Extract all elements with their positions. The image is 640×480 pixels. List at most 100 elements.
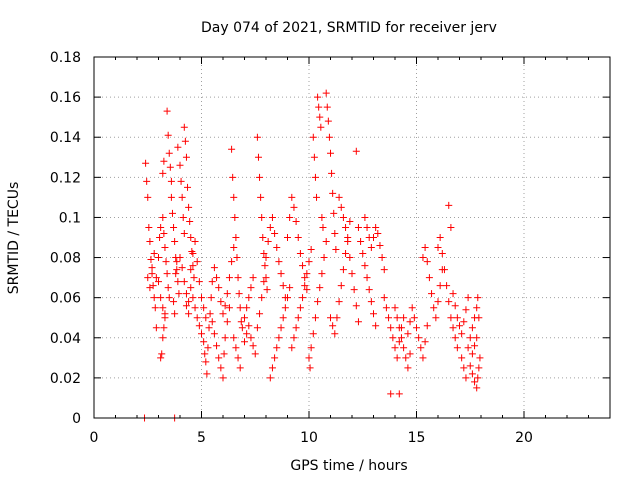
data-point <box>171 310 179 318</box>
data-point <box>419 354 427 362</box>
data-point <box>443 282 451 290</box>
data-point <box>342 223 350 231</box>
data-point <box>288 344 296 352</box>
data-point <box>471 342 479 350</box>
data-point <box>447 223 455 231</box>
data-point <box>173 258 181 266</box>
data-point <box>294 234 302 241</box>
data-point <box>241 314 248 322</box>
data-point <box>185 310 193 318</box>
data-point <box>217 364 225 372</box>
data-point <box>277 270 285 278</box>
data-point <box>430 304 438 312</box>
data-point <box>247 284 255 292</box>
data-point <box>213 342 221 350</box>
data-point <box>292 324 300 332</box>
data-point <box>179 213 187 221</box>
data-point <box>363 274 371 282</box>
data-point <box>460 364 468 372</box>
data-point <box>466 334 474 342</box>
data-point <box>228 145 236 153</box>
x-tick-label: 10 <box>300 430 318 446</box>
data-point <box>310 153 318 161</box>
data-point <box>387 390 395 398</box>
data-point <box>236 364 244 372</box>
data-point <box>213 274 221 282</box>
data-point <box>254 153 262 161</box>
data-point <box>464 294 472 302</box>
data-point <box>181 137 189 145</box>
data-point <box>292 217 300 225</box>
data-point <box>284 294 291 302</box>
data-point <box>165 294 173 302</box>
data-point <box>363 223 371 231</box>
data-point <box>233 254 241 262</box>
data-point <box>161 244 169 252</box>
data-point <box>260 250 268 258</box>
data-point <box>393 314 401 322</box>
data-point <box>245 294 253 302</box>
data-point <box>200 338 208 346</box>
data-point <box>186 217 194 225</box>
data-point <box>299 262 307 270</box>
data-point <box>325 133 333 141</box>
data-point <box>230 244 238 252</box>
data-point <box>232 234 240 241</box>
data-point <box>143 177 151 185</box>
data-point <box>162 258 170 266</box>
data-point <box>468 324 476 332</box>
data-point <box>168 209 176 217</box>
data-point <box>391 304 399 312</box>
data-point <box>449 290 457 298</box>
data-point <box>159 169 167 177</box>
data-point <box>445 298 453 306</box>
data-point <box>389 334 397 342</box>
data-point <box>372 322 380 330</box>
data-point <box>417 344 425 352</box>
data-point <box>195 322 203 330</box>
data-point <box>284 234 291 241</box>
data-point <box>266 223 274 231</box>
data-point <box>237 318 245 326</box>
data-point <box>395 338 403 346</box>
data-point <box>201 350 209 358</box>
data-point <box>395 390 403 398</box>
data-point <box>296 304 304 312</box>
data-point <box>163 270 171 278</box>
data-point <box>271 229 279 237</box>
data-point <box>160 157 168 165</box>
data-point <box>279 282 287 290</box>
data-point <box>475 364 483 372</box>
data-point <box>261 262 269 270</box>
data-point <box>393 354 401 362</box>
data-point <box>198 330 205 338</box>
data-point <box>331 330 339 338</box>
data-point <box>189 294 197 302</box>
data-point <box>290 203 298 211</box>
data-point <box>346 217 354 225</box>
data-point <box>296 250 304 258</box>
data-point <box>262 274 270 282</box>
data-point <box>365 286 373 294</box>
data-point <box>271 354 279 362</box>
data-point <box>432 314 440 322</box>
data-point <box>299 294 307 302</box>
data-point <box>166 163 174 171</box>
data-point <box>178 264 186 272</box>
data-point <box>361 262 369 270</box>
data-point <box>468 350 476 358</box>
y-axis: 0 0.02 0.04 0.06 0.08 0.1 0.12 0.14 0.16 0.18 <box>50 50 610 427</box>
data-point <box>268 364 276 372</box>
data-point <box>303 270 311 278</box>
data-point <box>262 254 270 262</box>
data-point <box>215 354 223 362</box>
data-point <box>464 344 472 352</box>
data-point <box>170 298 178 306</box>
data-point <box>191 238 199 246</box>
data-point <box>458 354 466 362</box>
data-point <box>329 322 337 330</box>
data-point <box>206 310 214 318</box>
data-point <box>473 334 481 342</box>
data-point <box>315 103 323 111</box>
data-point <box>476 354 484 362</box>
